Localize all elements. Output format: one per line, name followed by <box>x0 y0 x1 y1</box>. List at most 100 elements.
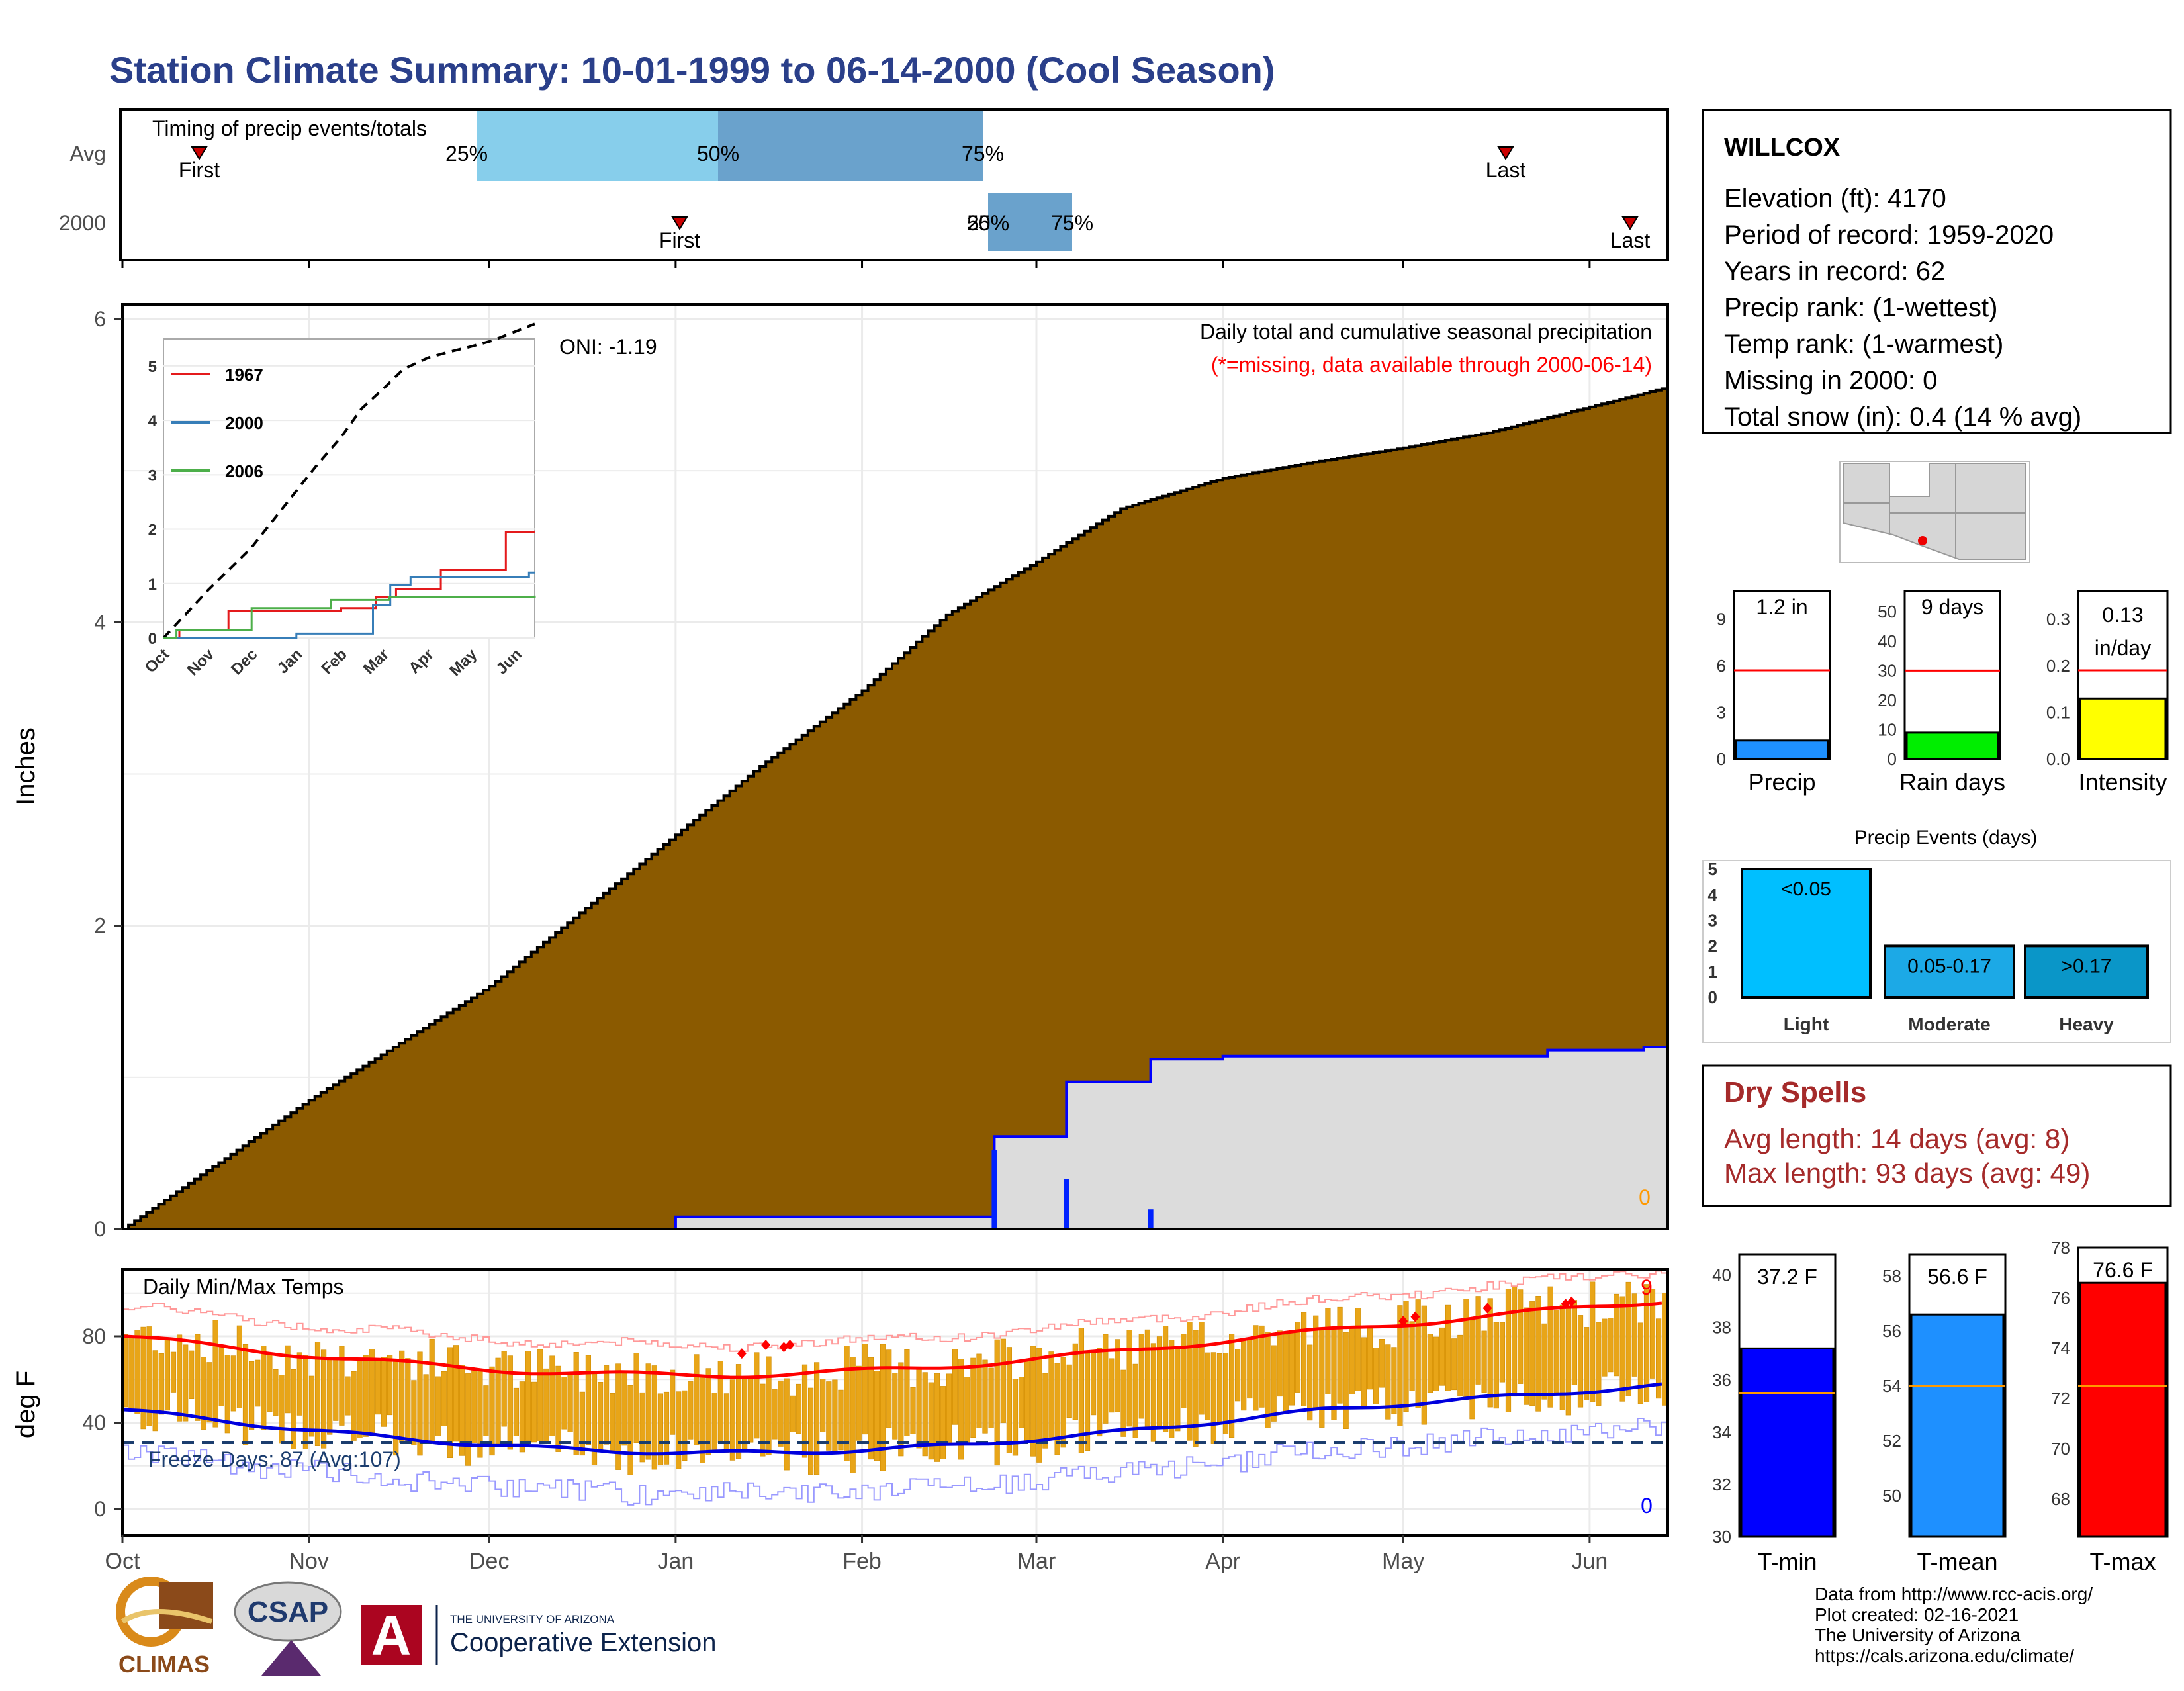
daily-temp-bar <box>1181 1334 1187 1408</box>
daily-temp-bar <box>1541 1323 1547 1400</box>
inset-y-tick-label: 3 <box>148 467 157 484</box>
avg-pct-25: 25% <box>445 142 488 165</box>
legend-label-2000: 2000 <box>225 413 263 433</box>
mini-bar-label: Precip <box>1748 768 1815 796</box>
daily-temp-bar <box>1169 1340 1175 1438</box>
daily-temp-bar <box>1126 1330 1132 1427</box>
daily-temp-bar <box>1120 1369 1126 1437</box>
temp-bar-tick-label: 32 <box>1712 1475 1731 1494</box>
timing-label: Timing of precip events/totals <box>152 116 427 140</box>
station-line: Elevation (ft): 4170 <box>1724 184 1946 213</box>
daily-temp-bar <box>892 1373 898 1440</box>
daily-temp-bar <box>393 1360 399 1456</box>
timing-panel: Timing of precip events/totals Avg 2000 … <box>59 108 1669 268</box>
mini-bar-value <box>2079 697 2167 760</box>
daily-temp-bar <box>507 1355 513 1450</box>
daily-temp-bar <box>814 1362 820 1475</box>
csap-mountain <box>261 1640 321 1676</box>
temp-bar-tick-label: 30 <box>1712 1527 1731 1547</box>
daily-temp-bar <box>513 1387 519 1436</box>
daily-temp-bar <box>273 1369 279 1416</box>
daily-temp-bar <box>1433 1336 1439 1391</box>
station-line: Years in record: 62 <box>1724 257 1945 286</box>
daily-temp-bar <box>1115 1339 1120 1412</box>
record-high-marker <box>1410 1311 1420 1322</box>
daily-temp-bar <box>1379 1339 1385 1388</box>
daily-temp-bar <box>832 1379 838 1455</box>
daily-temp-bar <box>561 1377 567 1430</box>
daily-temp-bar <box>1216 1353 1222 1422</box>
avg-cumulative-area <box>122 387 1669 1230</box>
daily-temp-bar <box>279 1375 285 1444</box>
daily-temp-bar <box>1205 1352 1210 1420</box>
daily-temp-bar <box>1529 1301 1535 1406</box>
footer-line: Plot created: 02-16-2021 <box>1815 1604 2019 1625</box>
precip-y-tick-label: 4 <box>94 610 106 634</box>
daily-temp-bar <box>1637 1322 1644 1404</box>
events-title: Precip Events (days) <box>1854 827 2038 848</box>
daily-temp-bar <box>255 1359 261 1407</box>
daily-temp-bar <box>1565 1305 1571 1416</box>
mini-bar-tick-label: 0.0 <box>2046 749 2070 769</box>
daily-temp-bar <box>333 1358 339 1421</box>
daily-temp-bar <box>302 1355 309 1449</box>
ua-logo-block <box>361 1605 422 1665</box>
daily-temp-bar <box>555 1365 561 1452</box>
dry-spells-frame <box>1702 1064 2172 1207</box>
record-high-marker <box>737 1348 747 1359</box>
csap-logo: CSAP <box>234 1581 342 1676</box>
daily-temp-bar <box>663 1391 670 1465</box>
daily-temp-bar <box>868 1357 874 1460</box>
inset-2006-line <box>163 595 536 639</box>
record-high-marker <box>785 1340 795 1351</box>
daily-temp-bar <box>970 1357 976 1438</box>
daily-temp-bar <box>916 1367 922 1449</box>
daily-temp-bar <box>754 1352 760 1439</box>
timing-axis-ticks <box>121 260 1591 268</box>
yr-pct-75: 75% <box>1051 211 1093 235</box>
daily-temp-bar <box>1259 1325 1265 1408</box>
daily-temp-bar <box>820 1379 826 1432</box>
mini-bar-tick-label: 0 <box>1717 749 1726 769</box>
temp-y-axis: 0 40 80 <box>82 1324 122 1521</box>
summary-mini-bars: 0 3 6 9 1.2 in Precip 0 10 20 30 40 50 9 days Rain da… <box>1717 590 2169 796</box>
daily-temp-bar <box>164 1340 171 1411</box>
daily-temp-bar <box>1054 1363 1060 1455</box>
events-tick-label: 0 <box>1708 987 1717 1007</box>
daily-temp-bar <box>345 1376 351 1416</box>
temp-bar-tick-label: 74 <box>2051 1338 2070 1358</box>
station-line: Total snow (in): 0.4 (14 % avg) <box>1724 402 2081 432</box>
daily-temp-bar <box>1307 1344 1313 1421</box>
mini-bar-value-label: 0.13 <box>2102 603 2143 627</box>
daily-temp-bar <box>1072 1343 1078 1420</box>
footer-line: https://cals.arizona.edu/climate/ <box>1815 1645 2074 1666</box>
temp-y-tick-label: 0 <box>94 1497 106 1521</box>
daily-temp-bar <box>826 1381 832 1451</box>
climas-logo: CLIMAS <box>116 1577 213 1678</box>
month-tick-label: Mar <box>1017 1549 1056 1574</box>
daily-temp-bar <box>1602 1318 1608 1377</box>
daily-temp-bar <box>1150 1343 1156 1442</box>
events-tick-label: 5 <box>1708 859 1717 879</box>
daily-temp-bar <box>1512 1287 1518 1397</box>
ua-logo: A THE UNIVERSITY OF ARIZONA Cooperative … <box>361 1604 716 1667</box>
daily-temp-bar <box>447 1347 453 1459</box>
daily-temp-bar <box>1006 1347 1012 1453</box>
daily-temp-bar <box>772 1389 778 1440</box>
daily-temp-bar <box>405 1358 411 1441</box>
month-x-axis: Oct Nov Dec Jan Feb Mar Apr May Jun <box>105 1535 1608 1574</box>
month-tick-label: May <box>1382 1549 1424 1574</box>
daily-temp-bar <box>146 1326 152 1426</box>
daily-temp-bar <box>489 1366 495 1456</box>
daily-temp-bar <box>387 1355 393 1416</box>
daily-temp-bar <box>1199 1322 1205 1415</box>
daily-temp-bar <box>1253 1325 1259 1411</box>
daily-temp-bar <box>838 1389 844 1451</box>
daily-temp-bar <box>1608 1318 1614 1373</box>
daily-temp-bar <box>1361 1337 1367 1408</box>
record-max-line <box>122 1270 1668 1352</box>
daily-temp-bar <box>1144 1329 1150 1428</box>
daily-temp-bar <box>320 1349 327 1449</box>
